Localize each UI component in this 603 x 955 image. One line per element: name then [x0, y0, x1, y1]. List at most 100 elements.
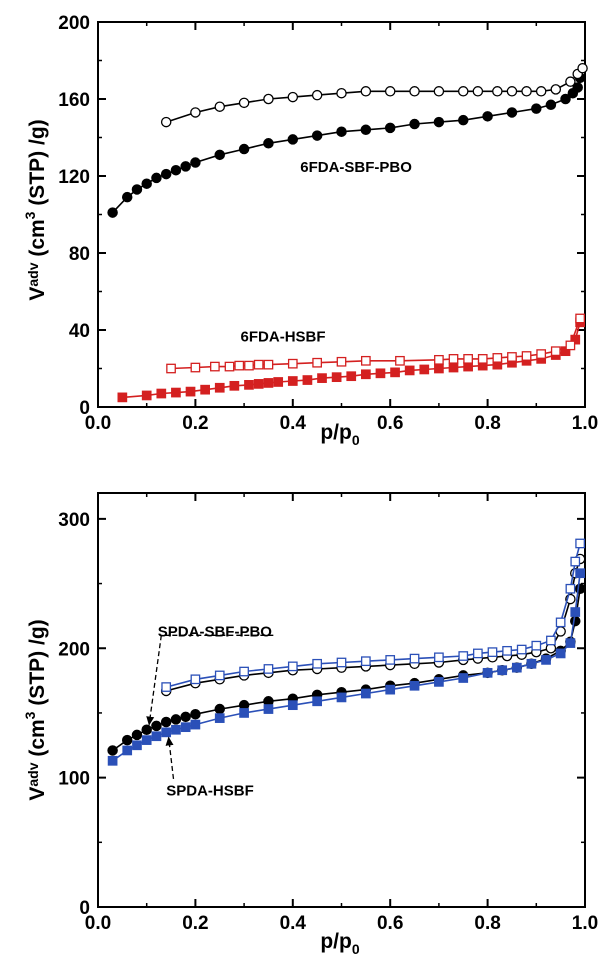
plot-area-top: 0.0 0.2 0.4 0.6 0.8 1.0 0 40 80 120 160 200	[58, 13, 598, 434]
hsbf-adsorption-bottom-point	[458, 673, 469, 683]
hsbf-adsorption-bottom-point	[409, 680, 420, 691]
hsbf-desorption-top-point	[190, 362, 201, 373]
hsbf-adsorption-bottom-point	[385, 684, 396, 695]
sbf-pbo-adsorption-top-point	[190, 157, 201, 168]
hsbf-desorption-top-point	[492, 353, 503, 363]
hsbf-adsorption-bottom-point	[171, 724, 181, 735]
hsbf-adsorption-bottom-point	[336, 692, 347, 703]
x-tick-label-bottom-3: 0.6	[377, 913, 403, 934]
sbf-pbo-adsorption-top-point	[170, 164, 182, 176]
sbf-pbo-adsorption-bottom-point	[574, 583, 586, 594]
hsbf-desorption-bottom-point	[287, 661, 298, 672]
sbf-pbo-desorption-top-point	[160, 116, 172, 128]
axes-frame-top	[97, 21, 586, 408]
sbf-pbo-desorption-top-point	[336, 87, 347, 99]
hsbf-desorption-bottom-point	[190, 674, 201, 685]
hsbf-desorption-top-point	[565, 340, 576, 351]
hsbf-adsorption-bottom-point	[180, 722, 191, 733]
annotation-spda-sbf-pbo: SPDA-SBF-PBO	[158, 624, 273, 641]
sbf-pbo-adsorption-bottom-point	[180, 711, 191, 723]
y-axis-label-top: Vadv (cm3 (STP) /g)	[22, 119, 49, 300]
x-tick-label-bottom-4: 0.8	[474, 913, 500, 934]
sbf-pbo-adsorption-top-point	[560, 93, 571, 105]
sbf-pbo-adsorption-bottom-point	[570, 615, 581, 627]
y-tick-label-top-3: 120	[58, 167, 90, 188]
annotation-arrow-bottom-0	[146, 634, 274, 726]
x-tick-label-top-0: 0.0	[85, 413, 111, 434]
hsbf-desorption-bottom-point	[161, 682, 172, 692]
sbf-pbo-adsorption-bottom-point	[170, 714, 182, 725]
chart-bottom-spda: 0.0 0.2 0.4 0.6 0.8 1.0 0 100 200 300 p/p0 Vadv (…	[22, 492, 598, 955]
hsbf-adsorption-top-point	[375, 368, 386, 379]
x-tick-label-top-2: 0.4	[280, 413, 307, 434]
hsbf-adsorption-top-point	[141, 390, 152, 401]
sbf-pbo-adsorption-top-point	[107, 207, 118, 218]
hsbf-adsorption-bottom-point	[214, 713, 225, 723]
hsbf-desorption-top-point	[224, 361, 235, 372]
x-tick-label-bottom-5: 1.0	[572, 913, 598, 934]
sbf-pbo-adsorption-top-point	[531, 103, 542, 114]
y-axis-label-bottom: Vadv (cm3 (STP) /g)	[22, 619, 49, 800]
sbf-pbo-desorption-top-point	[190, 107, 201, 118]
sbf-pbo-desorption-top-point	[311, 89, 323, 101]
hsbf-adsorption-bottom-point	[497, 665, 508, 676]
hsbf-adsorption-bottom-point	[526, 658, 537, 669]
hsbf-desorption-bottom-point	[239, 666, 249, 677]
sbf-pbo-adsorption-bottom-point	[107, 745, 118, 756]
hsbf-adsorption-top-line	[122, 322, 581, 399]
hsbf-desorption-bottom-point	[502, 645, 512, 656]
hsbf-adsorption-bottom-point	[151, 731, 162, 742]
hsbf-desorption-top-point	[287, 358, 298, 369]
sbf-pbo-adsorption-top-point	[572, 82, 583, 93]
hsbf-desorption-bottom-point	[546, 635, 556, 646]
x-tick-label-top-3: 0.6	[377, 413, 403, 434]
hsbf-desorption-top-point	[575, 313, 585, 324]
hsbf-desorption-top-line	[171, 318, 581, 370]
sbf-pbo-adsorption-top-point	[482, 111, 493, 122]
hsbf-desorption-top-point	[210, 361, 220, 372]
sbf-pbo-desorption-top-point	[535, 86, 547, 97]
hsbf-adsorption-top-point	[448, 362, 459, 373]
sbf-pbo-desorption-top-point	[565, 76, 576, 87]
hsbf-desorption-bottom-point	[516, 644, 527, 655]
sbf-pbo-adsorption-top-point	[180, 161, 191, 172]
hsbf-adsorption-bottom-point	[107, 755, 118, 766]
hsbf-desorption-bottom-point	[263, 664, 274, 674]
hsbf-desorption-bottom-point	[385, 655, 396, 665]
sbf-pbo-adsorption-top-point	[545, 99, 557, 111]
hsbf-adsorption-bottom-point	[263, 704, 274, 714]
hsbf-adsorption-bottom-point	[565, 638, 576, 648]
sbf-pbo-desorption-top-point	[433, 86, 445, 97]
hsbf-desorption-bottom-point	[409, 653, 420, 664]
sbf-pbo-desorption-top-markers	[160, 62, 588, 128]
hsbf-adsorption-top-point	[273, 377, 284, 387]
hsbf-adsorption-top-point	[171, 387, 181, 398]
sbf-pbo-desorption-top-point	[492, 86, 503, 97]
hsbf-desorption-top-point	[395, 355, 405, 366]
hsbf-adsorption-top-point	[185, 386, 196, 397]
sbf-pbo-adsorption-top-point	[214, 149, 225, 161]
y-tick-label-top-0: 0	[79, 398, 90, 419]
hsbf-adsorption-top-point	[244, 380, 254, 390]
sbf-pbo-adsorption-top-point	[131, 184, 143, 195]
hsbf-adsorption-bottom-point	[570, 607, 581, 617]
hsbf-adsorption-bottom-point	[122, 745, 133, 756]
hsbf-desorption-top-point	[434, 354, 444, 365]
hsbf-desorption-bottom-point	[434, 652, 444, 663]
sbf-pbo-adsorption-top-point	[121, 191, 133, 203]
sbf-pbo-adsorption-bottom-point	[160, 716, 172, 728]
hsbf-desorption-bottom-point	[214, 670, 225, 681]
sbf-pbo-adsorption-bottom-point	[141, 724, 152, 736]
sbf-pbo-desorption-top-point	[506, 86, 518, 97]
y-tick-label-bottom-3: 300	[58, 510, 90, 531]
sbf-pbo-adsorption-top-point	[160, 168, 172, 180]
hsbf-desorption-top-point	[448, 354, 459, 364]
hsbf-desorption-top-point	[507, 352, 517, 362]
annotation-6fda-hsbf: 6FDA-HSBF	[241, 329, 326, 346]
hsbf-desorption-top-point	[244, 360, 254, 371]
sbf-pbo-adsorption-top-point	[311, 130, 323, 141]
x-tick-label-top-1: 0.2	[182, 413, 208, 434]
hsbf-adsorption-top-point	[200, 384, 210, 395]
hsbf-adsorption-bottom-point	[541, 655, 551, 665]
hsbf-adsorption-bottom-point	[312, 696, 323, 707]
